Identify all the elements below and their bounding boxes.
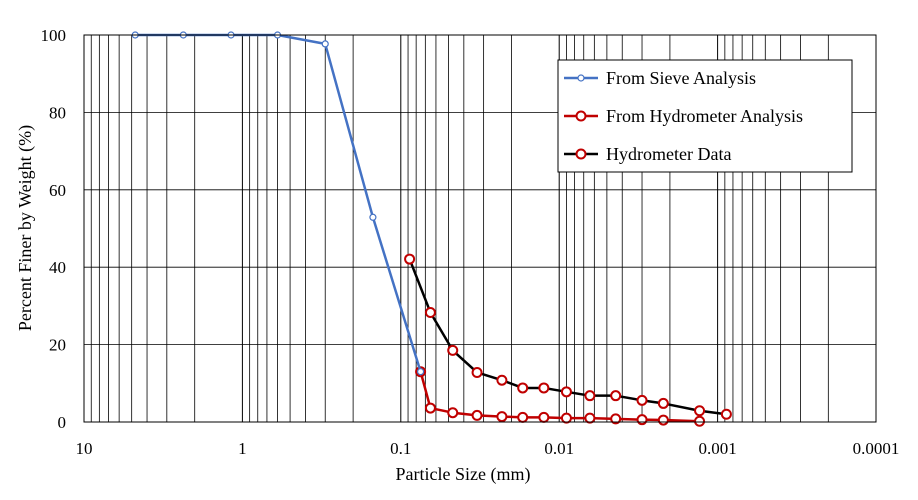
y-axis-title: Percent Finer by Weight (%) (15, 125, 36, 331)
data-point-series-2 (424, 306, 436, 318)
x-tick-label: 0.01 (544, 439, 574, 458)
data-point-series-2 (657, 397, 669, 409)
plot-area-border (83, 34, 877, 423)
legend-marker-hydrometer-data (575, 148, 587, 160)
y-tick-label: 80 (49, 103, 66, 122)
data-point-series-1 (496, 411, 508, 423)
data-point-series-0 (369, 213, 377, 221)
legend-item-hydrometer-data: Hydrometer Data (564, 144, 731, 164)
y-tick-label: 0 (58, 413, 67, 432)
data-point-series-1 (610, 413, 622, 425)
x-axis-title: Particle Size (mm) (396, 464, 531, 485)
chart-legend: From Sieve Analysis From Hydrometer Anal… (557, 59, 853, 173)
data-point-series-0 (321, 40, 329, 48)
legend-label-hydrometer-analysis: From Hydrometer Analysis (606, 106, 803, 126)
axes: 10 1 0.1 0.01 0.001 0.0001 0 20 40 60 80 100 (41, 26, 900, 458)
data-point-series-2 (584, 390, 596, 402)
data-point-series-2 (471, 366, 483, 378)
legend-box (557, 59, 853, 173)
y-tick-label: 40 (49, 258, 66, 277)
data-point-series-1 (584, 412, 596, 424)
y-tick-label: 20 (49, 336, 66, 355)
data-point-series-1 (538, 411, 550, 423)
data-point-series-1 (471, 409, 483, 421)
x-tick-label: 10 (76, 439, 93, 458)
y-tick-label: 100 (41, 26, 67, 45)
x-tick-label: 0.1 (390, 439, 411, 458)
data-point-series-1 (424, 402, 436, 414)
x-tick-label: 1 (238, 439, 247, 458)
data-point-series-2 (560, 386, 572, 398)
data-point-series-1 (447, 407, 459, 419)
data-point-series-1 (694, 415, 706, 427)
data-point-series-2 (517, 382, 529, 394)
data-point-series-2 (636, 394, 648, 406)
x-tick-label: 0.001 (698, 439, 736, 458)
data-point-series-1 (517, 411, 529, 423)
data-point-series-2 (447, 344, 459, 356)
data-point-series-1 (560, 412, 572, 424)
legend-label-hydrometer-data: Hydrometer Data (606, 144, 731, 164)
data-point-series-2 (720, 408, 732, 420)
series-line-1 (419, 371, 700, 423)
data-point-series-2 (694, 405, 706, 417)
legend-item-hydrometer-analysis: From Hydrometer Analysis (564, 106, 803, 126)
data-point-series-1 (636, 414, 648, 426)
data-point-series-2 (496, 374, 508, 386)
data-point-series-1 (657, 414, 669, 426)
y-tick-label: 60 (49, 181, 66, 200)
legend-label-sieve: From Sieve Analysis (606, 68, 756, 88)
data-point-series-0 (416, 368, 425, 376)
data-point-series-2 (610, 390, 622, 402)
legend-marker-sieve (577, 74, 585, 82)
legend-marker-hydrometer-analysis (575, 110, 587, 122)
x-tick-label: 0.0001 (853, 439, 900, 458)
data-point-series-2 (538, 382, 550, 394)
data-point-series-2 (404, 253, 416, 265)
legend-item-sieve: From Sieve Analysis (564, 68, 756, 88)
